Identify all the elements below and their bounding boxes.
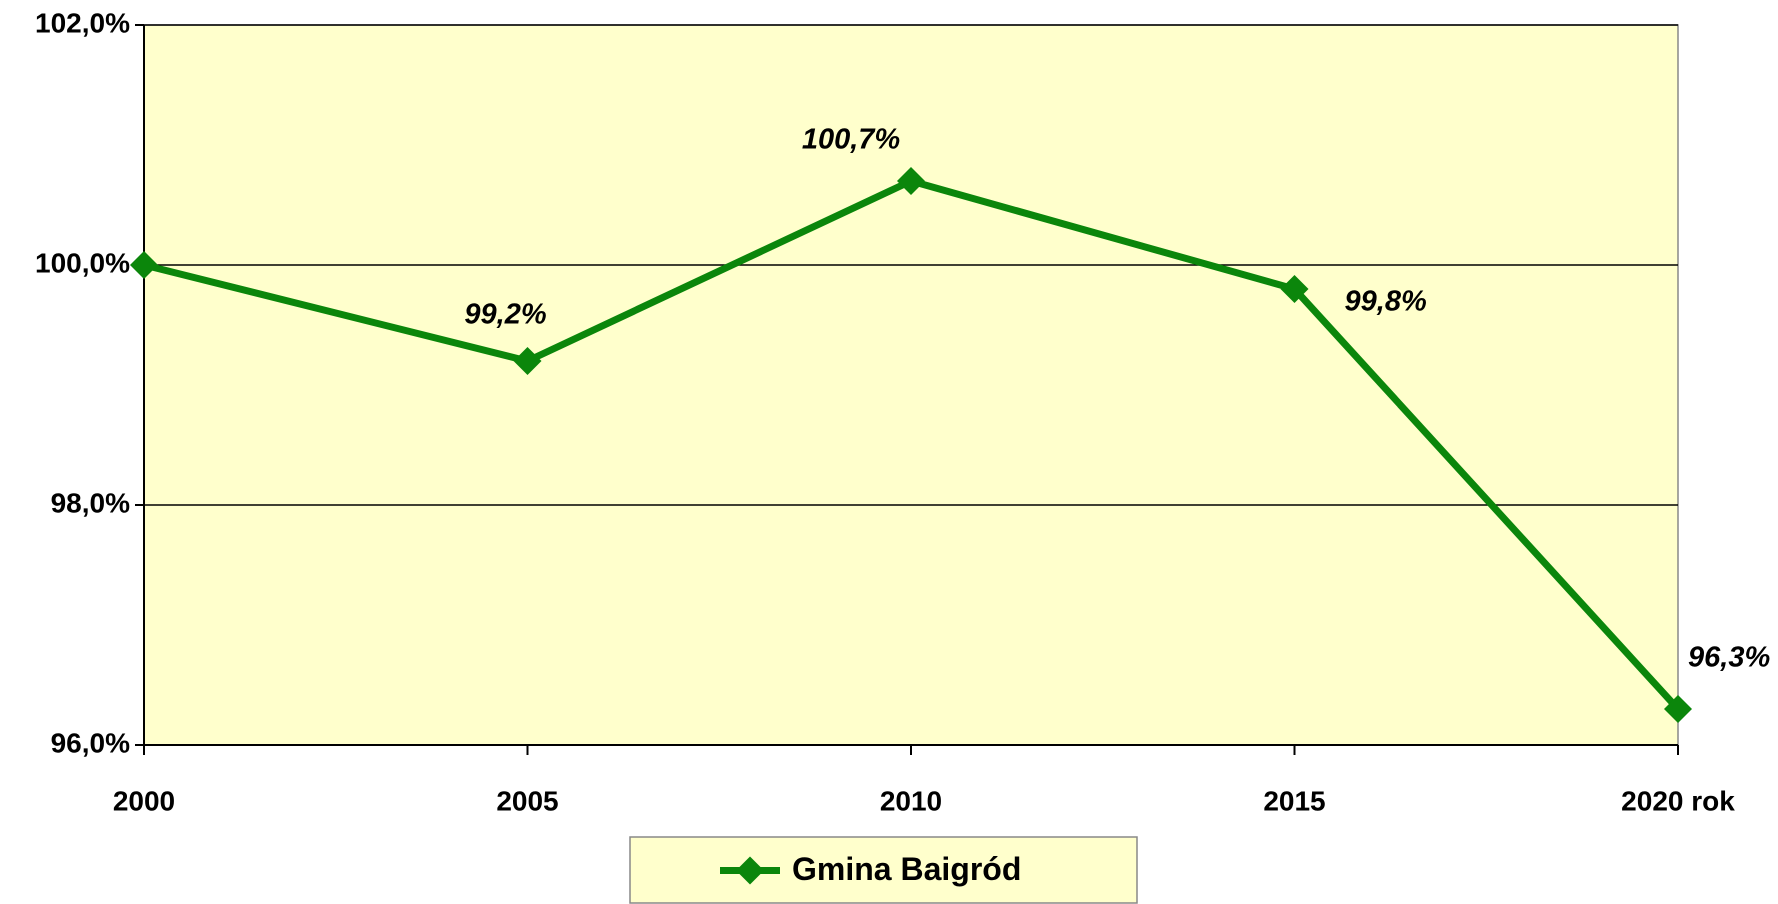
data-label: 100,7% [802, 124, 900, 156]
x-tick-label: 2020 rok [1621, 785, 1735, 816]
x-tick-label: 2005 [496, 785, 558, 816]
x-tick-label: 2000 [113, 785, 175, 816]
x-tick-label: 2010 [880, 785, 942, 816]
y-tick-label: 100,0% [35, 247, 130, 278]
data-label: 99,8% [1345, 286, 1427, 318]
plot-area [143, 24, 1679, 746]
data-label: 96,3% [1688, 642, 1770, 674]
marker [1664, 695, 1692, 723]
marker [897, 167, 925, 195]
marker [1280, 275, 1309, 303]
marker [513, 347, 542, 375]
y-tick-label: 98,0% [51, 487, 130, 518]
legend-marker [736, 856, 764, 885]
legend-box [629, 836, 1138, 904]
data-label: 99,2% [464, 299, 546, 331]
marker [130, 251, 158, 279]
x-tick-label: 2015 [1263, 785, 1325, 816]
y-tick-label: 102,0% [35, 7, 130, 38]
legend-label: Gmina Baigród [792, 851, 1021, 887]
y-tick-label: 96,0% [51, 727, 130, 758]
